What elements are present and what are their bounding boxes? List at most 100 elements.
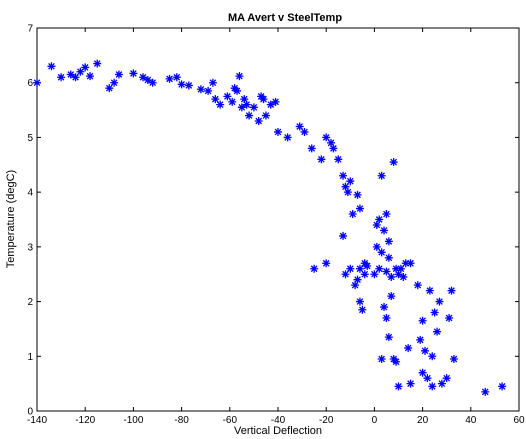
data-point [418,368,427,377]
data-point [384,333,393,342]
data-point [399,272,408,281]
asterisk-marker [57,73,66,82]
data-point [380,303,389,312]
asterisk-marker [423,374,432,383]
data-point [358,305,367,314]
asterisk-marker [259,95,268,104]
asterisk-marker [86,72,95,81]
asterisk-marker [442,374,451,383]
data-point [353,190,362,199]
asterisk-marker [425,286,434,295]
asterisk-marker [310,264,319,273]
asterisk-marker [394,382,403,391]
data-point [413,281,422,290]
asterisk-marker [33,78,41,87]
data-point [235,72,244,81]
asterisk-marker [416,335,425,344]
asterisk-marker [343,188,352,197]
asterisk-marker [449,355,458,364]
x-tick-label: -120 [75,415,95,426]
asterisk-marker [295,122,304,131]
asterisk-marker [139,73,148,82]
data-point [394,382,403,391]
asterisk-marker [382,210,391,219]
asterisk-marker [184,81,193,90]
asterisk-marker [76,67,85,76]
asterisk-marker [360,270,369,279]
axis-ticks [36,27,520,412]
data-point [139,73,148,82]
chart-title: MA Avert v SteelTemp [228,12,342,24]
y-axis-label: Temperature (degC) [5,170,17,268]
data-point [498,382,507,391]
data-point [307,144,316,153]
data-point [329,144,338,153]
data-point [363,262,372,271]
asterisk-marker [445,313,454,322]
asterisk-marker [322,133,331,142]
data-point [353,275,362,284]
data-point [184,81,193,90]
data-point [343,188,352,197]
data-point [71,73,80,82]
asterisk-marker [401,259,410,268]
data-point [387,292,396,301]
data-point [425,286,434,295]
asterisk-marker [389,158,398,167]
data-point [406,259,415,268]
data-point [435,297,444,306]
asterisk-marker [283,133,292,142]
data-point [418,316,427,325]
data-point [449,355,458,364]
data-point [348,210,357,219]
data-point [394,270,403,279]
data-point [216,100,225,109]
data-point [404,344,413,353]
asterisk-marker [406,379,415,388]
data-point [442,374,451,383]
data-point [254,117,263,126]
data-point [93,59,102,68]
asterisk-marker [274,127,282,136]
x-tick-label: -80 [174,415,189,426]
data-point [283,133,292,142]
data-point [370,270,379,279]
asterisk-marker [346,264,355,273]
asterisk-marker [105,84,114,93]
asterisk-marker [353,190,362,199]
asterisk-marker [428,352,437,361]
asterisk-marker [380,303,389,312]
y-tick-label: 1 [27,352,33,363]
asterisk-marker [271,97,280,106]
x-tick-label: 40 [465,415,477,426]
asterisk-marker [334,155,343,164]
data-point [259,95,268,104]
data-point [346,177,355,186]
data-point [114,70,123,79]
data-point [401,259,410,268]
data-point [360,270,369,279]
asterisk-marker [327,138,336,147]
asterisk-marker [351,281,360,290]
data-point [341,270,350,279]
data-point [322,259,331,268]
data-point [375,215,384,224]
asterisk-marker [339,171,348,180]
asterisk-marker [387,292,396,301]
data-point [346,264,355,273]
y-tick-label: 6 [27,78,33,89]
asterisk-marker [114,70,123,79]
data-point [355,204,364,213]
asterisk-marker [148,78,157,87]
asterisk-marker [435,297,444,306]
data-point [327,138,336,147]
data-point [47,62,56,71]
data-point [421,346,430,355]
data-point [423,374,432,383]
data-point [57,73,66,82]
data-points [33,59,507,396]
asterisk-marker [233,86,242,95]
data-point [245,111,254,120]
asterisk-marker [447,286,456,295]
